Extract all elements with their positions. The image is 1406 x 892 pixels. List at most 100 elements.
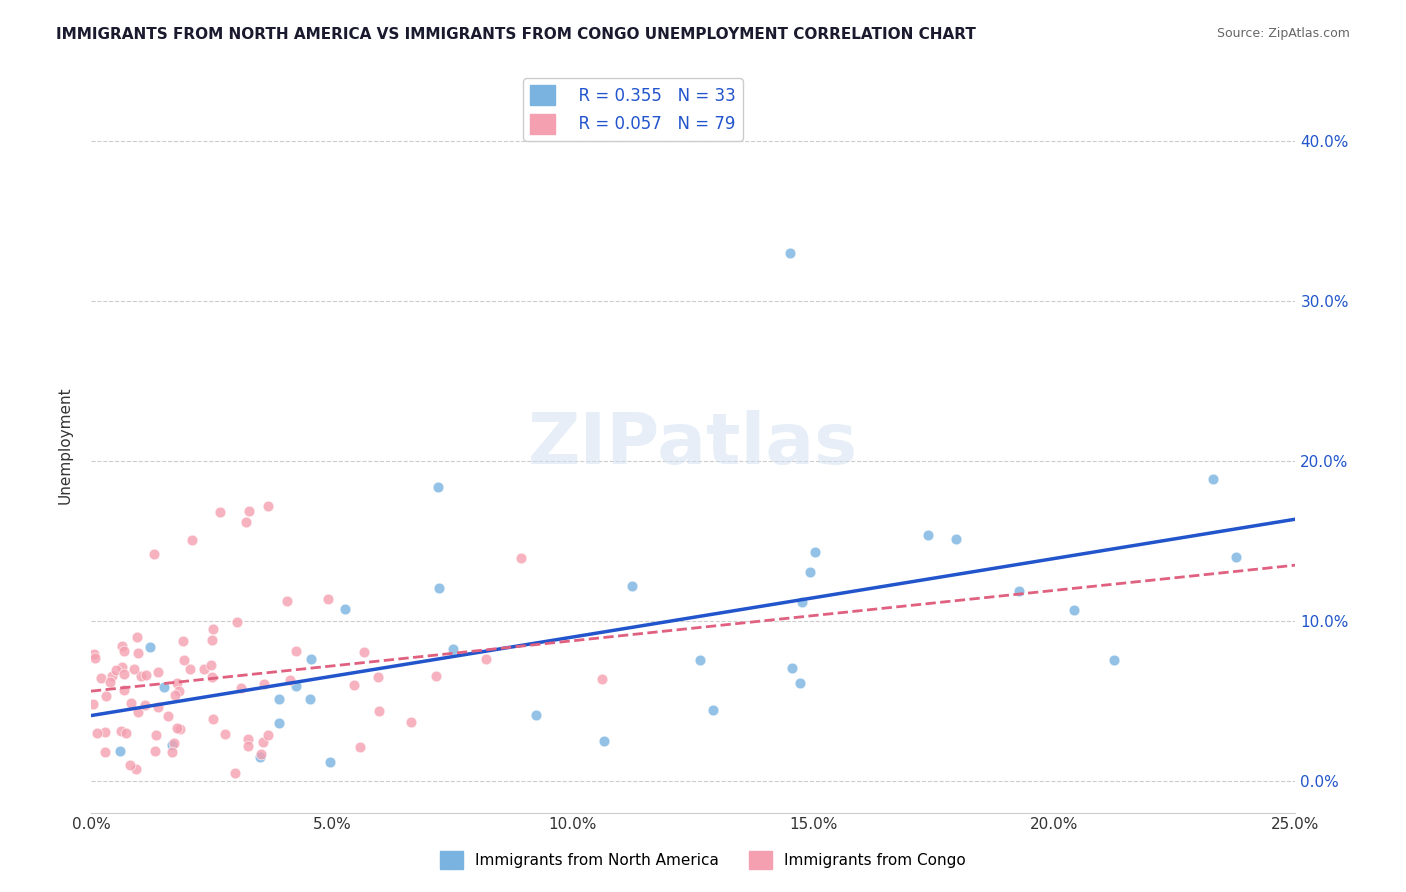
Point: [367, 704, 389, 718]
Point: [115, 726, 138, 740]
Point: [427, 582, 450, 596]
Point: [146, 665, 169, 680]
Point: [249, 747, 271, 762]
Point: [689, 653, 711, 667]
Point: [524, 707, 547, 722]
Point: [160, 745, 183, 759]
Point: [160, 738, 183, 752]
Point: [780, 661, 803, 675]
Point: [269, 715, 291, 730]
Point: [172, 634, 194, 648]
Point: [349, 740, 371, 755]
Point: [201, 670, 224, 684]
Point: [108, 744, 131, 758]
Point: [96, 690, 118, 704]
Text: IMMIGRANTS FROM NORTH AMERICA VS IMMIGRANTS FROM CONGO UNEMPLOYMENT CORRELATION : IMMIGRANTS FROM NORTH AMERICA VS IMMIGRA…: [56, 27, 976, 42]
Point: [252, 735, 274, 749]
Point: [399, 715, 422, 730]
Point: [235, 515, 257, 529]
Point: [167, 684, 190, 698]
Point: [156, 709, 179, 723]
Point: [90, 671, 112, 685]
Point: [1202, 472, 1225, 486]
Point: [779, 246, 801, 260]
Point: [231, 681, 253, 695]
Point: [592, 734, 614, 748]
Point: [94, 725, 117, 739]
Point: [125, 762, 148, 776]
Point: [120, 696, 142, 710]
Point: [253, 676, 276, 690]
Point: [139, 640, 162, 655]
Point: [269, 692, 291, 706]
Point: [135, 668, 157, 682]
Point: [702, 703, 724, 717]
Point: [249, 749, 271, 764]
Point: [367, 670, 389, 684]
Point: [591, 673, 613, 687]
Point: [945, 533, 967, 547]
Point: [804, 545, 827, 559]
Point: [143, 547, 166, 561]
Point: [200, 657, 222, 672]
Point: [125, 630, 148, 644]
Point: [278, 673, 301, 687]
Point: [256, 499, 278, 513]
Point: [441, 641, 464, 656]
Point: [319, 755, 342, 769]
Point: [620, 579, 643, 593]
Point: [257, 728, 280, 742]
Point: [238, 504, 260, 518]
Point: [343, 678, 366, 692]
Point: [224, 765, 246, 780]
Point: [169, 723, 191, 737]
Point: [93, 745, 115, 759]
Point: [789, 676, 811, 690]
Legend:   R = 0.355   N = 33,   R = 0.057   N = 79: R = 0.355 N = 33, R = 0.057 N = 79: [523, 78, 742, 141]
Point: [1008, 584, 1031, 599]
Point: [127, 646, 149, 660]
Point: [917, 527, 939, 541]
Point: [201, 622, 224, 636]
Point: [214, 727, 236, 741]
Point: [179, 662, 201, 676]
Point: [153, 680, 176, 694]
Point: [236, 739, 259, 753]
Point: [127, 705, 149, 719]
Point: [509, 551, 531, 566]
Point: [792, 595, 814, 609]
Point: [111, 660, 134, 674]
Text: ZIPatlas: ZIPatlas: [529, 410, 858, 480]
Point: [83, 647, 105, 661]
Point: [166, 676, 188, 690]
Point: [238, 731, 260, 746]
Point: [193, 662, 215, 676]
Point: [165, 689, 187, 703]
Point: [101, 669, 124, 683]
Point: [120, 758, 142, 772]
Point: [1102, 653, 1125, 667]
Text: Source: ZipAtlas.com: Source: ZipAtlas.com: [1216, 27, 1350, 40]
Legend: Immigrants from North America, Immigrants from Congo: Immigrants from North America, Immigrant…: [433, 845, 973, 875]
Point: [146, 700, 169, 714]
Point: [112, 644, 135, 658]
Y-axis label: Unemployment: Unemployment: [58, 386, 72, 504]
Point: [475, 652, 498, 666]
Point: [285, 679, 308, 693]
Point: [173, 653, 195, 667]
Point: [122, 662, 145, 676]
Point: [82, 698, 104, 712]
Point: [112, 682, 135, 697]
Point: [98, 675, 121, 690]
Point: [427, 480, 450, 494]
Point: [208, 505, 231, 519]
Point: [163, 736, 186, 750]
Point: [201, 632, 224, 647]
Point: [299, 652, 322, 666]
Point: [129, 669, 152, 683]
Point: [425, 669, 447, 683]
Point: [86, 726, 108, 740]
Point: [110, 724, 132, 739]
Point: [1225, 550, 1247, 565]
Point: [276, 594, 298, 608]
